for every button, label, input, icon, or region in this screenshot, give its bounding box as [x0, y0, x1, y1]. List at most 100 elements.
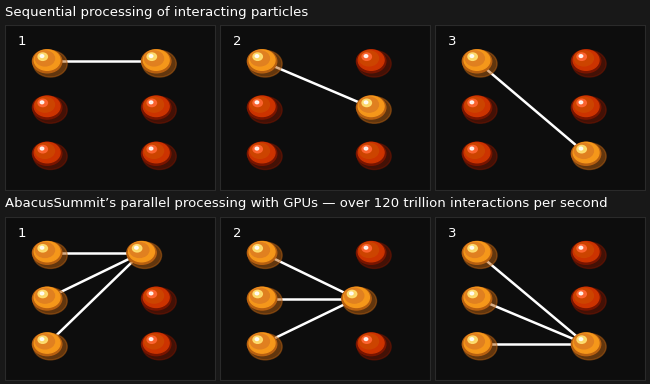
Circle shape	[362, 336, 371, 343]
Circle shape	[253, 245, 263, 252]
Circle shape	[248, 142, 277, 165]
Circle shape	[147, 53, 157, 60]
Circle shape	[362, 53, 371, 60]
Circle shape	[142, 288, 176, 314]
Circle shape	[133, 245, 142, 252]
Circle shape	[470, 338, 474, 341]
Circle shape	[579, 247, 582, 249]
Circle shape	[128, 242, 162, 268]
Circle shape	[577, 290, 586, 298]
Circle shape	[32, 333, 62, 356]
Circle shape	[577, 53, 586, 60]
Circle shape	[571, 142, 601, 165]
Circle shape	[470, 292, 474, 295]
Circle shape	[364, 338, 368, 341]
Circle shape	[359, 51, 378, 66]
Circle shape	[248, 50, 282, 77]
Circle shape	[347, 290, 357, 298]
Circle shape	[248, 334, 282, 360]
Circle shape	[468, 99, 477, 107]
Circle shape	[142, 334, 176, 360]
Circle shape	[40, 101, 44, 104]
Circle shape	[250, 243, 269, 257]
Circle shape	[142, 96, 171, 119]
Circle shape	[356, 142, 386, 165]
Circle shape	[33, 143, 67, 169]
Circle shape	[40, 292, 44, 295]
Circle shape	[35, 334, 55, 349]
Circle shape	[359, 243, 378, 257]
Circle shape	[34, 287, 60, 308]
Circle shape	[135, 247, 138, 249]
Circle shape	[573, 334, 606, 360]
Circle shape	[40, 55, 44, 58]
Circle shape	[575, 51, 593, 66]
Circle shape	[33, 288, 67, 314]
Circle shape	[358, 242, 384, 262]
Circle shape	[33, 242, 67, 268]
Circle shape	[127, 242, 156, 264]
Circle shape	[343, 288, 376, 314]
Circle shape	[144, 143, 164, 158]
Circle shape	[35, 97, 55, 112]
Circle shape	[249, 50, 275, 70]
Circle shape	[462, 333, 491, 356]
Circle shape	[35, 51, 55, 66]
Circle shape	[34, 142, 60, 163]
Circle shape	[150, 147, 153, 150]
Text: 1: 1	[18, 227, 26, 240]
Circle shape	[356, 242, 386, 264]
Text: 1: 1	[18, 35, 26, 48]
Circle shape	[575, 288, 593, 303]
Circle shape	[470, 101, 474, 104]
Circle shape	[248, 288, 282, 314]
Circle shape	[40, 338, 44, 341]
Text: 2: 2	[233, 227, 241, 240]
Circle shape	[32, 287, 62, 310]
Circle shape	[249, 96, 275, 116]
Circle shape	[575, 97, 593, 112]
Circle shape	[248, 242, 277, 264]
Circle shape	[577, 99, 586, 107]
Circle shape	[468, 146, 477, 153]
Circle shape	[364, 101, 368, 104]
Circle shape	[150, 292, 153, 295]
Circle shape	[571, 96, 601, 119]
Circle shape	[250, 97, 269, 112]
Circle shape	[364, 247, 368, 249]
Circle shape	[464, 96, 490, 116]
Circle shape	[465, 243, 484, 257]
Circle shape	[150, 55, 153, 58]
Text: 3: 3	[448, 227, 456, 240]
Circle shape	[142, 50, 171, 73]
Circle shape	[358, 334, 391, 360]
Circle shape	[344, 288, 364, 303]
Circle shape	[463, 288, 497, 314]
Circle shape	[34, 242, 60, 262]
Circle shape	[248, 242, 282, 268]
Circle shape	[38, 245, 47, 252]
Circle shape	[463, 50, 497, 77]
Circle shape	[129, 242, 155, 262]
Circle shape	[571, 287, 601, 310]
Circle shape	[575, 243, 593, 257]
Circle shape	[579, 101, 582, 104]
Circle shape	[465, 288, 484, 303]
Circle shape	[248, 287, 277, 310]
Circle shape	[144, 97, 164, 112]
Circle shape	[468, 290, 477, 298]
Circle shape	[255, 55, 259, 58]
Circle shape	[462, 142, 491, 165]
Circle shape	[142, 143, 176, 169]
Circle shape	[255, 247, 259, 249]
Circle shape	[358, 242, 391, 268]
Circle shape	[255, 147, 259, 150]
Circle shape	[35, 243, 55, 257]
Circle shape	[147, 290, 157, 298]
Circle shape	[358, 333, 384, 353]
Circle shape	[250, 51, 269, 66]
Circle shape	[253, 99, 263, 107]
Circle shape	[38, 336, 47, 343]
Circle shape	[575, 143, 593, 158]
Circle shape	[573, 50, 599, 70]
